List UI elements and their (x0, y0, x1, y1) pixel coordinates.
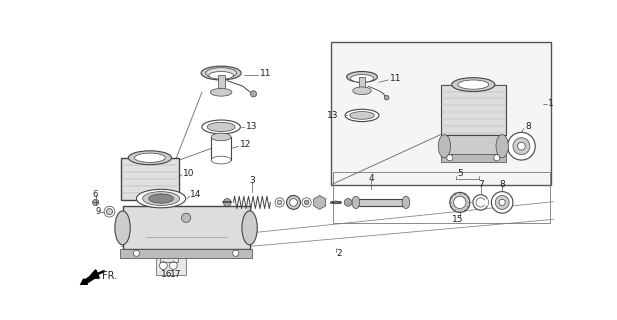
Circle shape (453, 196, 466, 209)
Bar (441, 84, 506, 135)
Bar (441, 154, 506, 162)
Ellipse shape (135, 153, 165, 162)
Bar (155, 256, 186, 275)
Bar (120, 249, 252, 258)
Circle shape (344, 198, 352, 206)
Circle shape (223, 198, 231, 206)
Circle shape (491, 192, 513, 213)
Circle shape (181, 213, 191, 222)
Ellipse shape (350, 112, 375, 119)
Polygon shape (313, 196, 326, 209)
Text: 4: 4 (368, 174, 374, 183)
Text: 15: 15 (452, 215, 463, 224)
Ellipse shape (353, 87, 371, 95)
Ellipse shape (458, 80, 489, 89)
Circle shape (277, 200, 282, 205)
Bar (211, 137, 231, 160)
Ellipse shape (438, 135, 450, 158)
Bar (333, 172, 550, 223)
Text: FR.: FR. (102, 271, 117, 281)
Text: 2: 2 (337, 250, 342, 259)
Ellipse shape (205, 68, 236, 78)
Ellipse shape (345, 109, 379, 122)
Circle shape (447, 155, 453, 161)
Bar (444, 135, 502, 158)
Text: 8: 8 (525, 123, 531, 132)
Text: 3: 3 (249, 176, 255, 185)
Circle shape (450, 192, 470, 212)
Text: 13: 13 (328, 111, 339, 120)
Ellipse shape (209, 71, 233, 79)
Text: 14: 14 (190, 190, 202, 199)
Circle shape (170, 262, 177, 269)
Bar (359, 77, 365, 91)
Ellipse shape (347, 71, 378, 82)
Bar (356, 198, 406, 206)
Bar (123, 206, 250, 249)
Text: 11: 11 (260, 68, 271, 77)
Text: 12: 12 (241, 140, 252, 149)
Ellipse shape (115, 211, 130, 245)
Circle shape (334, 201, 337, 204)
Wedge shape (481, 198, 488, 206)
Text: 7: 7 (478, 180, 484, 189)
Circle shape (275, 198, 284, 207)
Ellipse shape (242, 211, 257, 245)
Circle shape (302, 198, 311, 207)
Ellipse shape (496, 135, 508, 158)
Ellipse shape (143, 192, 180, 205)
FancyArrow shape (80, 273, 97, 285)
Circle shape (133, 250, 139, 256)
Circle shape (473, 195, 488, 210)
Circle shape (289, 198, 297, 206)
Text: 17: 17 (170, 270, 182, 279)
Circle shape (93, 199, 99, 205)
Circle shape (513, 138, 530, 155)
Circle shape (104, 206, 115, 217)
Circle shape (494, 155, 500, 161)
Text: 11: 11 (390, 74, 401, 83)
Ellipse shape (202, 120, 241, 134)
Circle shape (233, 250, 239, 256)
Circle shape (106, 209, 112, 215)
Bar (121, 158, 179, 200)
Circle shape (499, 199, 505, 205)
Ellipse shape (210, 88, 232, 96)
Circle shape (518, 142, 525, 150)
Text: 8: 8 (499, 180, 505, 189)
Circle shape (286, 196, 300, 209)
Text: 6: 6 (93, 190, 98, 199)
Ellipse shape (211, 156, 231, 164)
Circle shape (304, 200, 309, 205)
Circle shape (495, 196, 509, 209)
Text: 9: 9 (96, 207, 101, 216)
Text: 13: 13 (246, 123, 257, 132)
Ellipse shape (201, 66, 241, 80)
Ellipse shape (452, 78, 495, 92)
Ellipse shape (136, 189, 186, 208)
Circle shape (384, 95, 389, 100)
Ellipse shape (149, 194, 173, 203)
Bar (218, 75, 225, 92)
Ellipse shape (350, 75, 373, 82)
Bar (331, 42, 551, 185)
Ellipse shape (211, 133, 231, 141)
Text: 16: 16 (161, 270, 173, 279)
Text: 1: 1 (548, 99, 553, 108)
Circle shape (476, 198, 485, 207)
Ellipse shape (207, 122, 235, 132)
Text: 5: 5 (457, 169, 463, 178)
Circle shape (160, 262, 167, 269)
Ellipse shape (352, 196, 360, 209)
Text: 10: 10 (183, 169, 194, 178)
Circle shape (251, 91, 257, 97)
Ellipse shape (128, 151, 172, 165)
Ellipse shape (402, 196, 410, 209)
Circle shape (508, 132, 536, 160)
